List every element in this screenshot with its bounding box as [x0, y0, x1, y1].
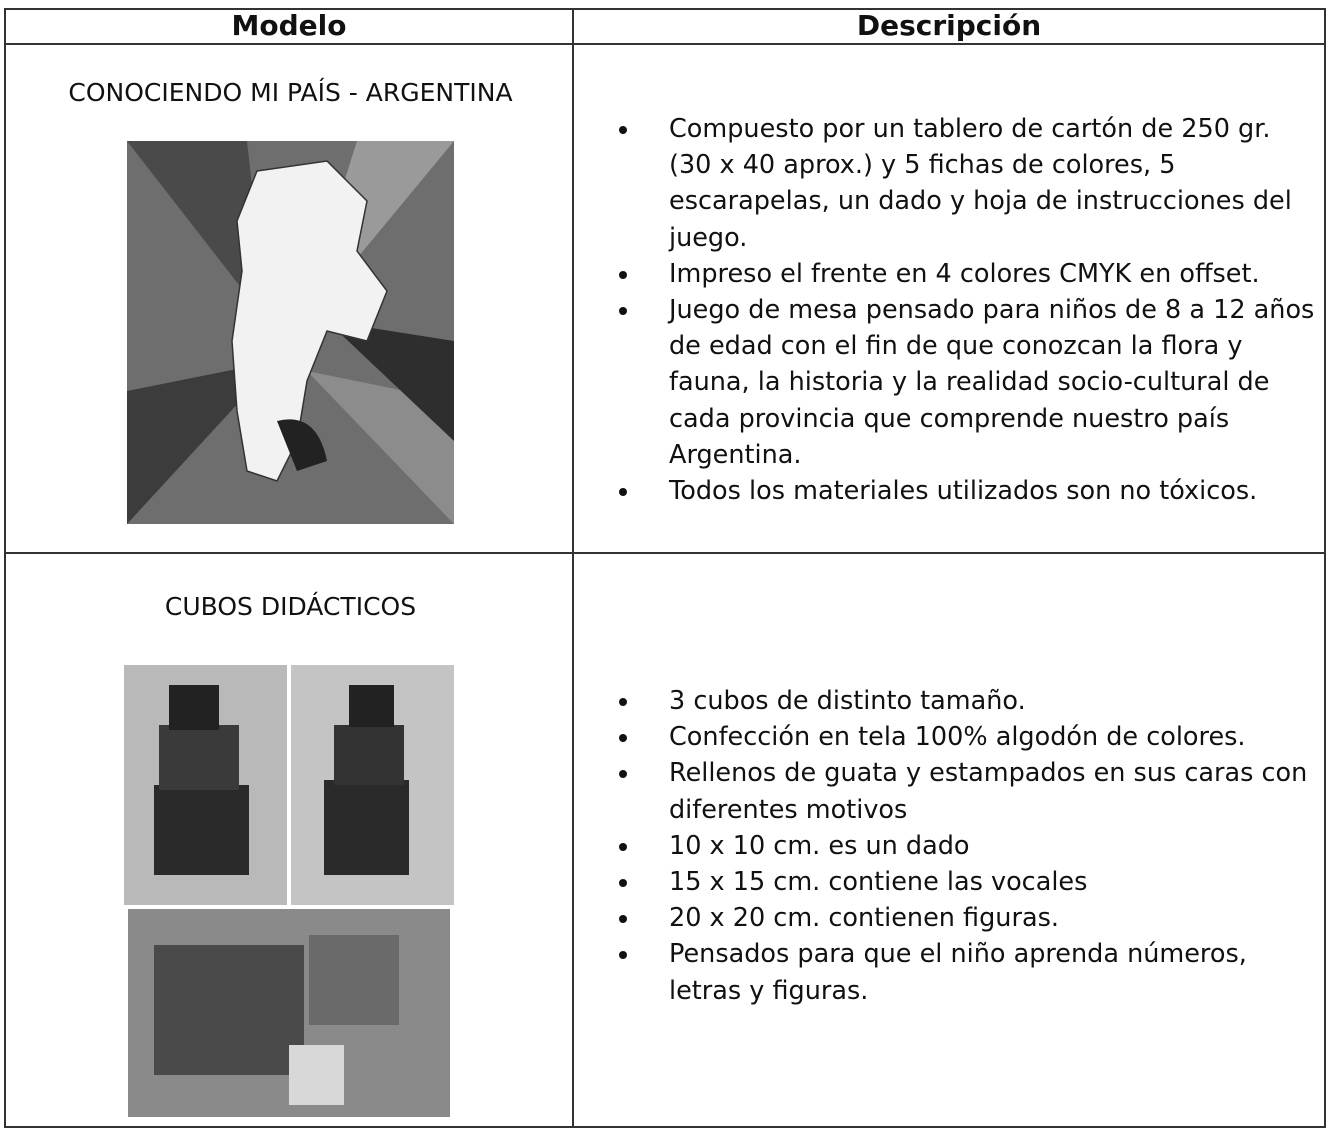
description-item: Confección en tela 100% algodón de color…: [619, 719, 1319, 755]
description-item: Impreso el frente en 4 colores CMYK en o…: [619, 256, 1319, 292]
description-list: Compuesto por un tablero de cartón de 25…: [575, 111, 1319, 509]
table-border: [572, 9, 574, 1128]
table-border: [4, 1126, 1326, 1128]
description-list: 3 cubos de distinto tamaño. Confección en…: [575, 683, 1319, 1009]
model-title: CUBOS DIDÁCTICOS: [164, 592, 417, 621]
description-item: Juego de mesa pensado para niños de 8 a …: [619, 292, 1319, 473]
table-border: [4, 9, 6, 1128]
table-border: [4, 43, 1326, 45]
description-item: Pensados para que el niño aprenda número…: [619, 936, 1319, 1008]
header-cell: Modelo: [231, 9, 347, 42]
description-item: Compuesto por un tablero de cartón de 25…: [619, 111, 1319, 256]
table-border: [4, 8, 1326, 10]
description-item: Todos los materiales utilizados son no t…: [619, 473, 1319, 509]
cubes-photo: [124, 665, 454, 1117]
header-cell: Descripción: [856, 9, 1042, 42]
description-item: Rellenos de guata y estampados en sus ca…: [619, 755, 1319, 827]
table-border: [4, 552, 1326, 554]
table-border: [1324, 9, 1326, 1128]
map-photo: [127, 141, 454, 524]
description-item: 15 x 15 cm. contiene las vocales: [619, 864, 1319, 900]
model-title: CONOCIENDO MI PAÍS - ARGENTINA: [68, 78, 513, 107]
description-item: 20 x 20 cm. contienen figuras.: [619, 900, 1319, 936]
description-item: 3 cubos de distinto tamaño.: [619, 683, 1319, 719]
description-item: 10 x 10 cm. es un dado: [619, 828, 1319, 864]
